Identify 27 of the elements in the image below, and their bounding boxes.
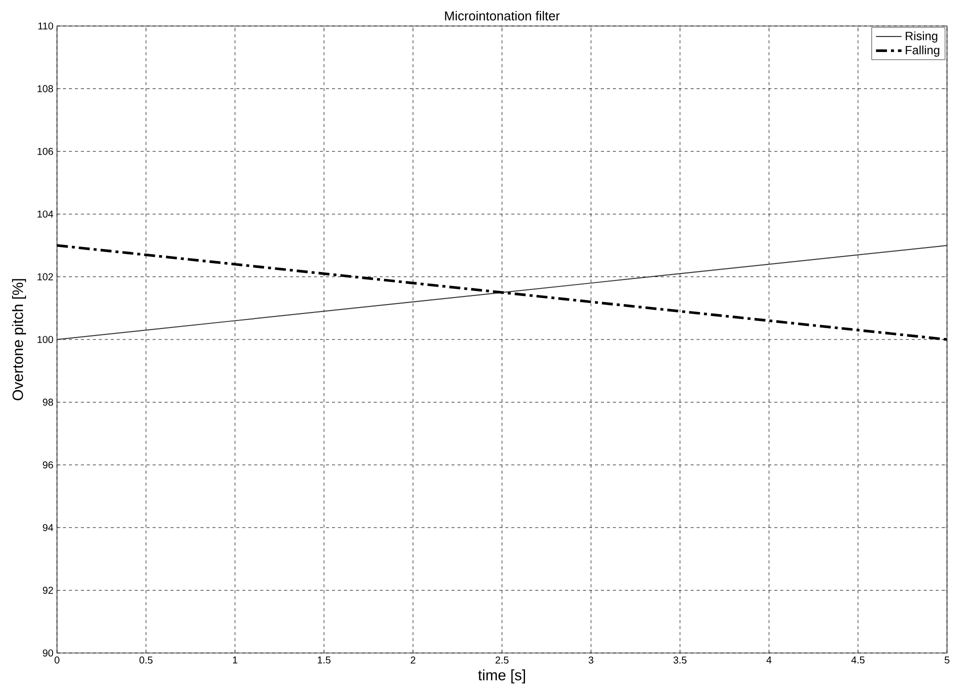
y-tick-label: 110: [38, 22, 54, 30]
y-tick-label: 102: [38, 273, 53, 280]
x-tick-label: 5: [944, 656, 950, 664]
x-tick-label: 2: [410, 656, 416, 664]
y-tick-label: 100: [38, 336, 54, 344]
x-tick-label: 2.5: [496, 656, 509, 664]
legend-label: Rising: [906, 31, 938, 43]
y-tick-label: 108: [38, 85, 54, 92]
x-tick-label: 1.5: [318, 656, 331, 664]
y-tick-label: 94: [42, 524, 54, 532]
x-axis-title: time [s]: [478, 669, 525, 684]
y-axis-title: Overtone pitch [%]: [12, 279, 26, 400]
y-tick-label: 96: [42, 461, 54, 468]
y-tick-label: 104: [38, 210, 54, 218]
chart-title: Microintonation filter: [445, 10, 560, 20]
x-tick-label: 4: [766, 656, 772, 664]
y-tick-label: 92: [42, 586, 53, 594]
x-tick-label: 3: [588, 656, 594, 664]
y-tick-label: 98: [42, 398, 54, 406]
y-tick-label: 90: [42, 649, 54, 657]
legend-label: Falling: [906, 46, 940, 57]
x-tick-label: 0.5: [139, 656, 153, 664]
x-tick-label: 0: [54, 656, 60, 664]
x-tick-label: 1: [233, 656, 238, 664]
x-tick-label: 3.5: [673, 656, 687, 664]
x-tick-label: 4.5: [851, 656, 865, 664]
y-tick-label: 106: [38, 148, 54, 155]
